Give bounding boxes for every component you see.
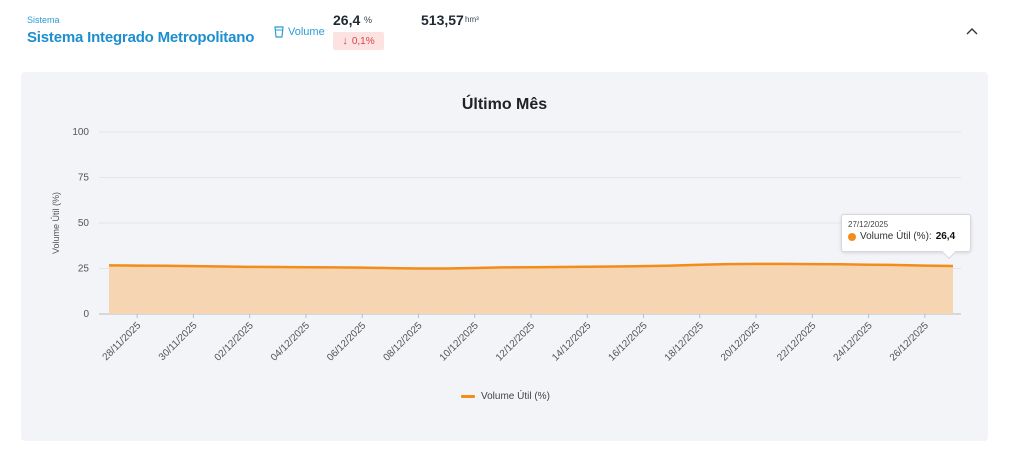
data-point xyxy=(614,265,617,268)
data-point xyxy=(417,267,420,270)
data-point xyxy=(473,267,476,270)
data-point xyxy=(276,266,279,269)
x-tick-label: 26/12/2025 xyxy=(888,320,931,363)
x-tick-label: 02/12/2025 xyxy=(213,320,256,363)
arrow-down-icon: ↓ xyxy=(342,34,348,47)
series-area xyxy=(109,263,953,314)
x-tick-label: 28/11/2025 xyxy=(101,320,144,363)
x-tick-label: 16/12/2025 xyxy=(606,320,649,363)
volume-label: Volume xyxy=(288,26,325,38)
x-tick-label: 20/12/2025 xyxy=(719,320,762,363)
data-point xyxy=(698,263,701,266)
tooltip-value: 26,4 xyxy=(935,231,956,242)
y-tick-label: 50 xyxy=(78,218,90,229)
data-point xyxy=(839,263,842,266)
data-point xyxy=(867,263,870,266)
y-tick-label: 75 xyxy=(78,173,90,184)
x-tick-label: 24/12/2025 xyxy=(832,320,875,363)
data-point xyxy=(248,265,251,268)
tooltip-series-dot xyxy=(848,232,856,241)
data-point xyxy=(726,263,729,266)
x-tick-label: 04/12/2025 xyxy=(269,320,312,363)
system-label: Sistema xyxy=(27,15,60,25)
change-value: 0,1% xyxy=(351,35,375,47)
x-tick-label: 12/12/2025 xyxy=(494,320,537,363)
data-point xyxy=(164,264,167,267)
y-tick-label: 100 xyxy=(72,127,89,138)
y-axis-title: Volume Útil (%) xyxy=(51,192,61,254)
data-point xyxy=(220,265,223,268)
data-point xyxy=(670,264,673,267)
volume-hm3-unit: hm³ xyxy=(465,15,479,24)
data-point xyxy=(952,265,955,268)
data-point xyxy=(642,265,645,268)
tooltip-date: 27/12/2025 xyxy=(848,220,889,229)
chart-card: Último Mês 0 25 50 75 100 Volume Útil (%) 28/1… xyxy=(21,72,988,441)
x-tick-label: 14/12/2025 xyxy=(550,320,593,363)
x-tick-label: 30/11/2025 xyxy=(157,320,200,363)
x-tick-label: 22/12/2025 xyxy=(775,320,818,363)
volume-percent-unit: % xyxy=(364,15,373,25)
data-point xyxy=(755,262,758,265)
data-point xyxy=(445,267,448,270)
x-tick-label: 10/12/2025 xyxy=(438,320,481,363)
volume-chart: 0 25 50 75 100 Volume Útil (%) 28/11/2025 30/11… xyxy=(51,127,961,364)
data-point xyxy=(108,264,111,267)
volume-hm3-value: 513,57 xyxy=(421,12,464,28)
system-name: Sistema Integrado Metropolitano xyxy=(27,29,255,46)
data-point xyxy=(389,267,392,270)
data-point xyxy=(558,266,561,269)
data-point xyxy=(136,264,139,267)
y-tick-label: 25 xyxy=(78,264,90,275)
chevron-up-icon xyxy=(966,28,978,35)
data-point xyxy=(361,266,364,269)
x-tick-label: 18/12/2025 xyxy=(663,320,706,363)
tooltip-series-label: Volume Útil (%): xyxy=(860,231,932,242)
series-line xyxy=(108,262,954,270)
legend-label: Volume Útil (%) xyxy=(481,391,550,402)
chart-tooltip: 27/12/2025 Volume Útil (%): 26,4 xyxy=(841,214,971,252)
chart-legend[interactable]: Volume Útil (%) xyxy=(461,391,550,402)
volume-percent-value: 26,4 xyxy=(333,12,361,28)
chart-title: Último Mês xyxy=(461,96,548,113)
data-point xyxy=(783,262,786,265)
data-point xyxy=(192,265,195,268)
data-point xyxy=(586,265,589,268)
data-point xyxy=(923,264,926,267)
x-tick-label: 08/12/2025 xyxy=(381,320,424,363)
change-badge: ↓ 0,1% xyxy=(333,32,384,50)
collapse-button[interactable] xyxy=(962,22,982,40)
data-point xyxy=(501,266,504,269)
data-point xyxy=(895,264,898,267)
data-point xyxy=(811,263,814,266)
y-tick-label: 0 xyxy=(83,309,89,320)
x-tick-label: 06/12/2025 xyxy=(325,320,368,363)
cup-icon xyxy=(274,26,284,38)
data-point xyxy=(304,266,307,269)
legend-swatch xyxy=(461,395,475,398)
data-point xyxy=(333,266,336,269)
data-point xyxy=(530,266,533,269)
